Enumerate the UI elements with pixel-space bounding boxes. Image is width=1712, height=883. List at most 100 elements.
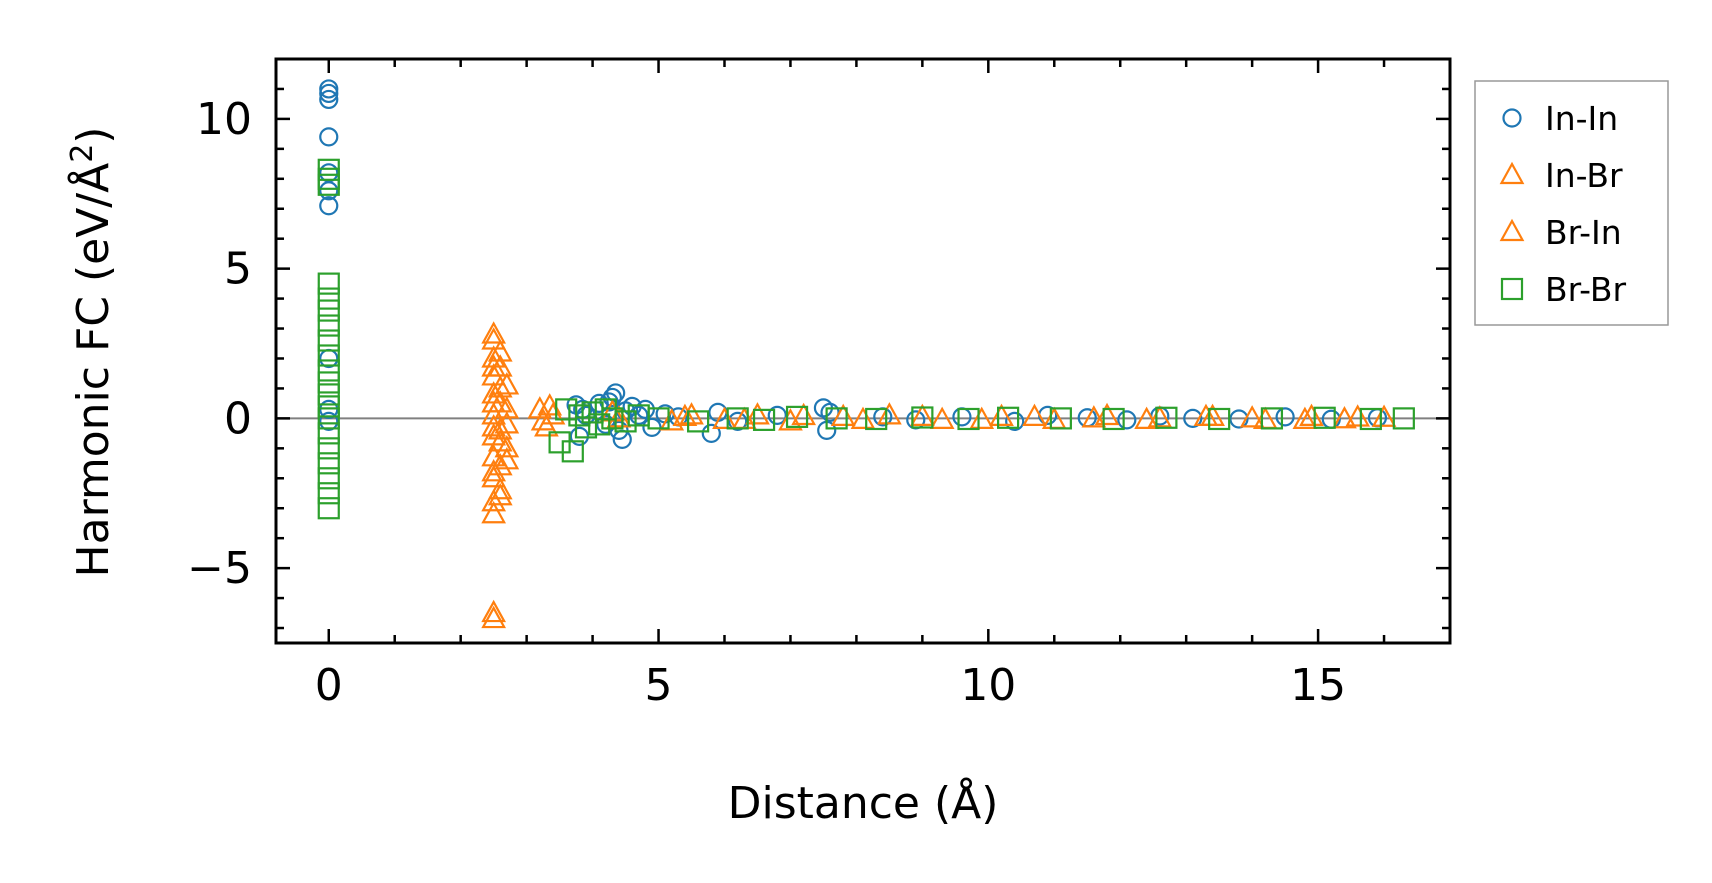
data-point xyxy=(767,405,787,425)
data-point xyxy=(487,429,513,452)
data-point xyxy=(1183,408,1203,428)
data-point xyxy=(629,405,649,425)
data-point xyxy=(487,476,513,500)
data-point xyxy=(319,196,339,216)
data-point xyxy=(672,403,698,426)
data-point xyxy=(317,482,340,505)
data-point xyxy=(1299,403,1324,426)
series-in-in xyxy=(319,79,1388,449)
data-point xyxy=(1345,404,1371,427)
legend-label: In-Br xyxy=(1545,156,1623,195)
data-point xyxy=(317,371,340,394)
data-point xyxy=(317,329,340,352)
data-point xyxy=(1239,405,1265,428)
data-point xyxy=(679,402,704,425)
data-point xyxy=(929,406,955,429)
data-point xyxy=(481,414,507,437)
y-tick-label: 5 xyxy=(224,244,252,295)
data-point xyxy=(850,406,876,429)
data-point xyxy=(317,299,340,322)
data-point xyxy=(1229,409,1249,429)
data-point xyxy=(494,396,520,419)
legend-box xyxy=(1474,80,1669,326)
data-point xyxy=(317,452,340,475)
data-point xyxy=(1117,410,1137,430)
x-tick-label: 5 xyxy=(645,660,673,711)
data-point xyxy=(952,407,972,427)
data-point xyxy=(1371,404,1397,427)
data-point xyxy=(606,405,632,428)
data-point xyxy=(1134,406,1159,429)
x-tick-label: 0 xyxy=(315,660,343,711)
data-point xyxy=(537,393,563,416)
legend-marker xyxy=(1499,218,1525,242)
axis-ticks xyxy=(276,57,1452,643)
data-point xyxy=(481,599,507,623)
x-axis-title: Distance (Å) xyxy=(728,776,999,829)
legend-label: In-In xyxy=(1545,99,1618,138)
data-point xyxy=(481,354,507,377)
data-point xyxy=(530,408,556,431)
legend-label: Br-In xyxy=(1545,213,1622,252)
data-point xyxy=(481,459,507,482)
data-point xyxy=(317,287,340,310)
data-point xyxy=(481,605,507,629)
data-point xyxy=(561,440,584,463)
y-axis-title-close: ) xyxy=(68,127,119,144)
data-point xyxy=(1022,403,1047,426)
data-point xyxy=(317,359,340,382)
data-point xyxy=(909,403,935,426)
data-point xyxy=(588,413,611,436)
data-point xyxy=(830,403,856,426)
data-point xyxy=(319,411,339,431)
legend-item: Br-In xyxy=(1499,213,1622,252)
legend-item: In-Br xyxy=(1499,156,1623,195)
data-point xyxy=(752,408,776,431)
data-point xyxy=(494,372,520,395)
data-point xyxy=(602,387,622,408)
data-point xyxy=(969,406,995,429)
data-point xyxy=(1102,407,1125,431)
data-point xyxy=(614,410,637,433)
data-point xyxy=(745,402,770,425)
data-point xyxy=(791,402,817,426)
data-point xyxy=(317,395,340,418)
data-point xyxy=(1260,407,1284,430)
data-point xyxy=(494,447,520,470)
data-point xyxy=(481,321,507,344)
data-point xyxy=(601,407,624,430)
data-point xyxy=(319,89,339,110)
data-point xyxy=(574,416,598,439)
x-tick-label: 15 xyxy=(1290,660,1346,711)
data-point xyxy=(1292,406,1318,429)
data-point xyxy=(317,383,340,406)
plot-layer: 0 5 10 15 −5 0 5 10 xyxy=(187,57,1452,711)
y-axis-title-superscript: 2 xyxy=(65,144,100,163)
legend-marker xyxy=(1499,161,1525,185)
y-axis-title-main: Harmonic FC (eV/Å xyxy=(66,163,119,578)
data-point xyxy=(1332,406,1357,429)
data-point xyxy=(494,411,520,434)
data-point xyxy=(1359,407,1382,431)
data-point xyxy=(1094,402,1120,426)
legend-marker xyxy=(1500,277,1524,301)
data-point xyxy=(487,339,513,362)
y-tick-label: 0 xyxy=(224,393,252,444)
data-point xyxy=(487,417,513,440)
data-point xyxy=(701,423,721,443)
series-in-br xyxy=(481,327,1397,629)
data-point xyxy=(319,79,339,99)
data-point xyxy=(911,406,934,429)
data-point xyxy=(1155,406,1178,429)
data-point xyxy=(989,403,1014,426)
series-br-in xyxy=(481,321,1371,623)
legend-marker xyxy=(1502,108,1522,128)
legend-label: Br-Br xyxy=(1545,270,1626,309)
data-point xyxy=(1005,411,1025,431)
data-point xyxy=(785,405,809,428)
data-point xyxy=(319,83,339,104)
data-point xyxy=(1313,406,1336,429)
y-axis-title: Harmonic FC (eV/Å2) xyxy=(65,127,119,578)
data-point xyxy=(317,407,340,430)
data-point xyxy=(319,127,339,147)
